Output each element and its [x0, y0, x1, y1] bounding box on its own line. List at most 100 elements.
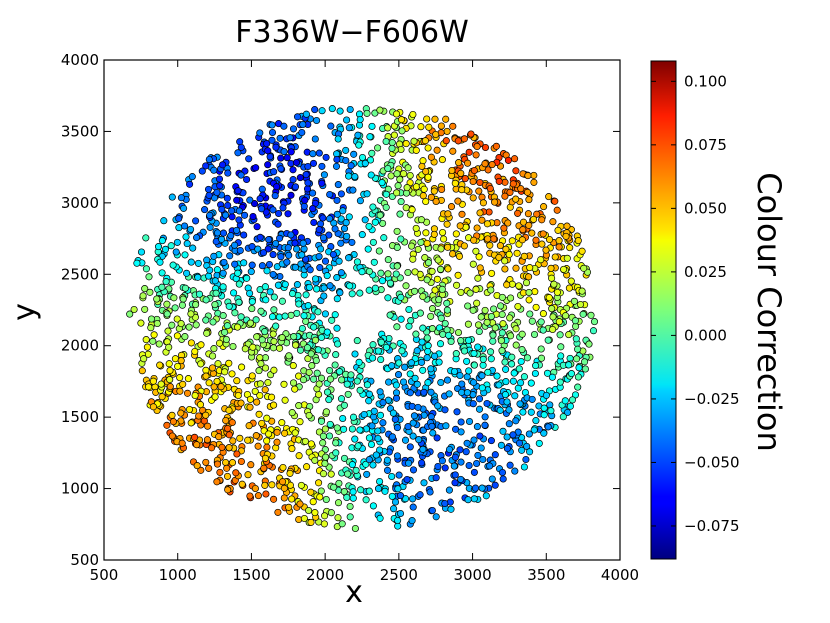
scatter-point	[370, 258, 378, 266]
scatter-point	[478, 484, 486, 492]
scatter-point	[565, 284, 573, 292]
scatter-point	[476, 264, 484, 272]
scatter-point	[443, 306, 451, 314]
scatter-point	[263, 267, 271, 275]
scatter-point	[418, 162, 426, 170]
scatter-point	[484, 235, 492, 243]
scatter-point	[289, 362, 297, 370]
scatter-point	[174, 362, 182, 370]
scatter-point	[473, 142, 481, 151]
scatter-point	[201, 206, 209, 214]
scatter-point	[423, 239, 431, 247]
scatter-point	[160, 217, 168, 225]
scatter-point	[470, 349, 478, 358]
scatter-point	[256, 391, 264, 400]
scatter-point	[457, 169, 465, 177]
scatter-point	[163, 421, 171, 429]
scatter-point	[432, 513, 440, 521]
scatter-point	[433, 146, 441, 154]
scatter-point	[514, 209, 522, 217]
scatter-point	[307, 350, 315, 358]
scatter-point	[284, 210, 292, 218]
scatter-point	[343, 232, 351, 240]
scatter-point	[230, 289, 238, 297]
scatter-point	[287, 231, 295, 239]
scatter-point	[289, 125, 298, 133]
scatter-point	[213, 377, 221, 385]
scatter-point	[478, 384, 486, 392]
scatter-point	[332, 449, 340, 457]
scatter-point	[244, 436, 252, 444]
y-axis-label: y	[7, 303, 42, 321]
scatter-point	[241, 211, 249, 219]
scatter-point	[505, 406, 513, 414]
scatter-point	[315, 252, 323, 261]
scatter-point	[149, 377, 157, 385]
scatter-point	[188, 173, 196, 181]
scatter-point	[250, 200, 259, 208]
x-tick-label: 2000	[306, 566, 344, 584]
scatter-point	[526, 264, 534, 272]
scatter-point	[205, 464, 213, 472]
scatter-point	[495, 253, 503, 262]
scatter-point	[194, 273, 202, 281]
scatter-point	[381, 487, 389, 495]
scatter-point	[434, 402, 442, 410]
scatter-point	[339, 207, 347, 215]
scatter-point	[309, 498, 317, 506]
scatter-point	[512, 167, 520, 175]
scatter-point	[361, 159, 369, 167]
scatter-point	[321, 425, 329, 433]
scatter-point	[520, 463, 528, 471]
scatter-point	[489, 331, 497, 339]
scatter-point	[279, 463, 287, 472]
scatter-point	[465, 336, 473, 344]
scatter-point	[327, 122, 335, 130]
scatter-point	[402, 140, 410, 148]
scatter-point	[211, 301, 219, 309]
scatter-point	[518, 446, 526, 454]
scatter-point	[296, 346, 305, 354]
scatter-point	[378, 277, 387, 285]
chart-title: F336W−F606W	[235, 15, 469, 50]
scatter-point	[166, 366, 174, 375]
scatter-point	[206, 211, 214, 219]
scatter-point	[581, 358, 589, 366]
scatter-point	[256, 195, 264, 203]
scatter-point	[502, 365, 510, 373]
scatter-point	[511, 392, 519, 400]
scatter-point	[216, 468, 224, 476]
scatter-point	[472, 247, 480, 255]
scatter-point	[402, 282, 410, 290]
scatter-point	[437, 314, 445, 322]
scatter-point	[384, 164, 392, 173]
scatter-point	[578, 287, 586, 295]
scatter-point	[456, 222, 464, 230]
scatter-point	[386, 311, 394, 319]
scatter-point	[369, 238, 377, 246]
scatter-point	[388, 139, 396, 147]
scatter-point	[235, 280, 243, 288]
scatter-point	[470, 236, 478, 244]
scatter-point	[240, 231, 248, 239]
scatter-point	[331, 311, 339, 319]
scatter-point	[562, 312, 570, 320]
scatter-point	[517, 379, 525, 387]
scatter-point	[506, 461, 514, 469]
scatter-point	[515, 282, 523, 290]
scatter-point	[391, 415, 399, 423]
scatter-point	[313, 369, 321, 377]
scatter-point	[374, 427, 382, 435]
scatter-point	[258, 419, 266, 427]
scatter-point	[235, 298, 243, 306]
scatter-point	[496, 406, 504, 414]
scatter-point	[396, 175, 404, 183]
scatter-point	[481, 421, 489, 429]
scatter-point	[406, 370, 414, 378]
scatter-point	[251, 484, 259, 493]
scatter-point	[228, 418, 236, 427]
scatter-point	[571, 317, 579, 325]
scatter-point	[287, 148, 295, 156]
scatter-point	[379, 219, 387, 227]
scatter-point	[257, 307, 265, 315]
